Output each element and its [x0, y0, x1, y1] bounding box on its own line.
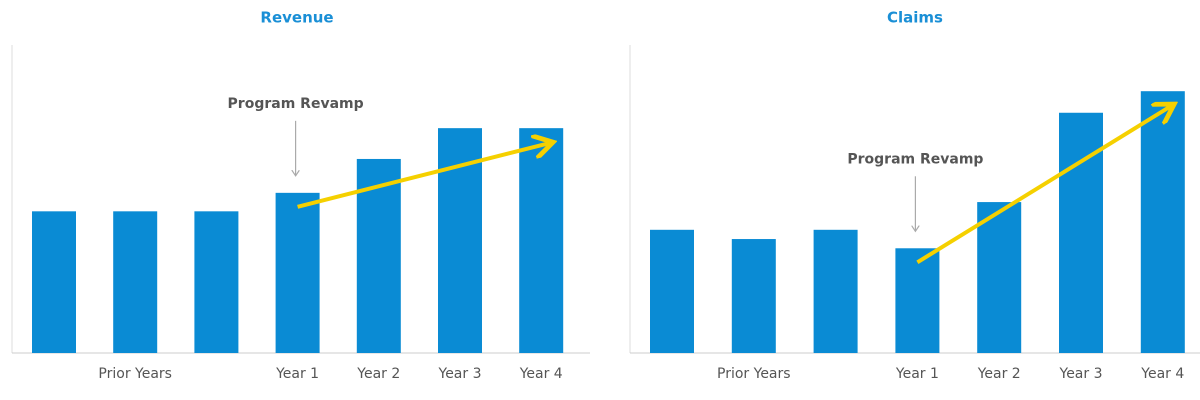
bar	[1140, 91, 1185, 353]
chart-title: Revenue	[260, 9, 333, 27]
bar	[113, 211, 158, 353]
x-tick-label: Prior Years	[98, 366, 172, 382]
trend-arrow	[916, 106, 1170, 264]
x-tick-label: Year 1	[895, 366, 939, 382]
bar	[813, 229, 858, 353]
annotation: Program Revamp	[228, 96, 364, 112]
x-tick-label: Prior Years	[717, 366, 791, 382]
bar	[977, 202, 1022, 353]
bar	[275, 192, 320, 353]
annotation: Program Revamp	[847, 151, 983, 167]
x-tick-label: Year 3	[438, 366, 482, 382]
chart-title: Claims	[887, 9, 943, 27]
bar	[895, 248, 940, 353]
x-tick-label: Year 2	[977, 366, 1021, 382]
x-tick-label: Year 4	[1140, 366, 1184, 382]
x-tick-label: Year 4	[519, 366, 563, 382]
bar	[650, 229, 694, 353]
x-tick-label: Year 2	[356, 366, 400, 382]
trend-arrow	[297, 143, 550, 209]
bar	[1059, 112, 1103, 353]
bar	[194, 211, 239, 353]
x-tick-label: Year 1	[275, 366, 319, 382]
x-tick-label: Year 3	[1059, 366, 1103, 382]
bar	[519, 128, 564, 353]
bar	[32, 211, 76, 353]
bar	[731, 239, 776, 353]
